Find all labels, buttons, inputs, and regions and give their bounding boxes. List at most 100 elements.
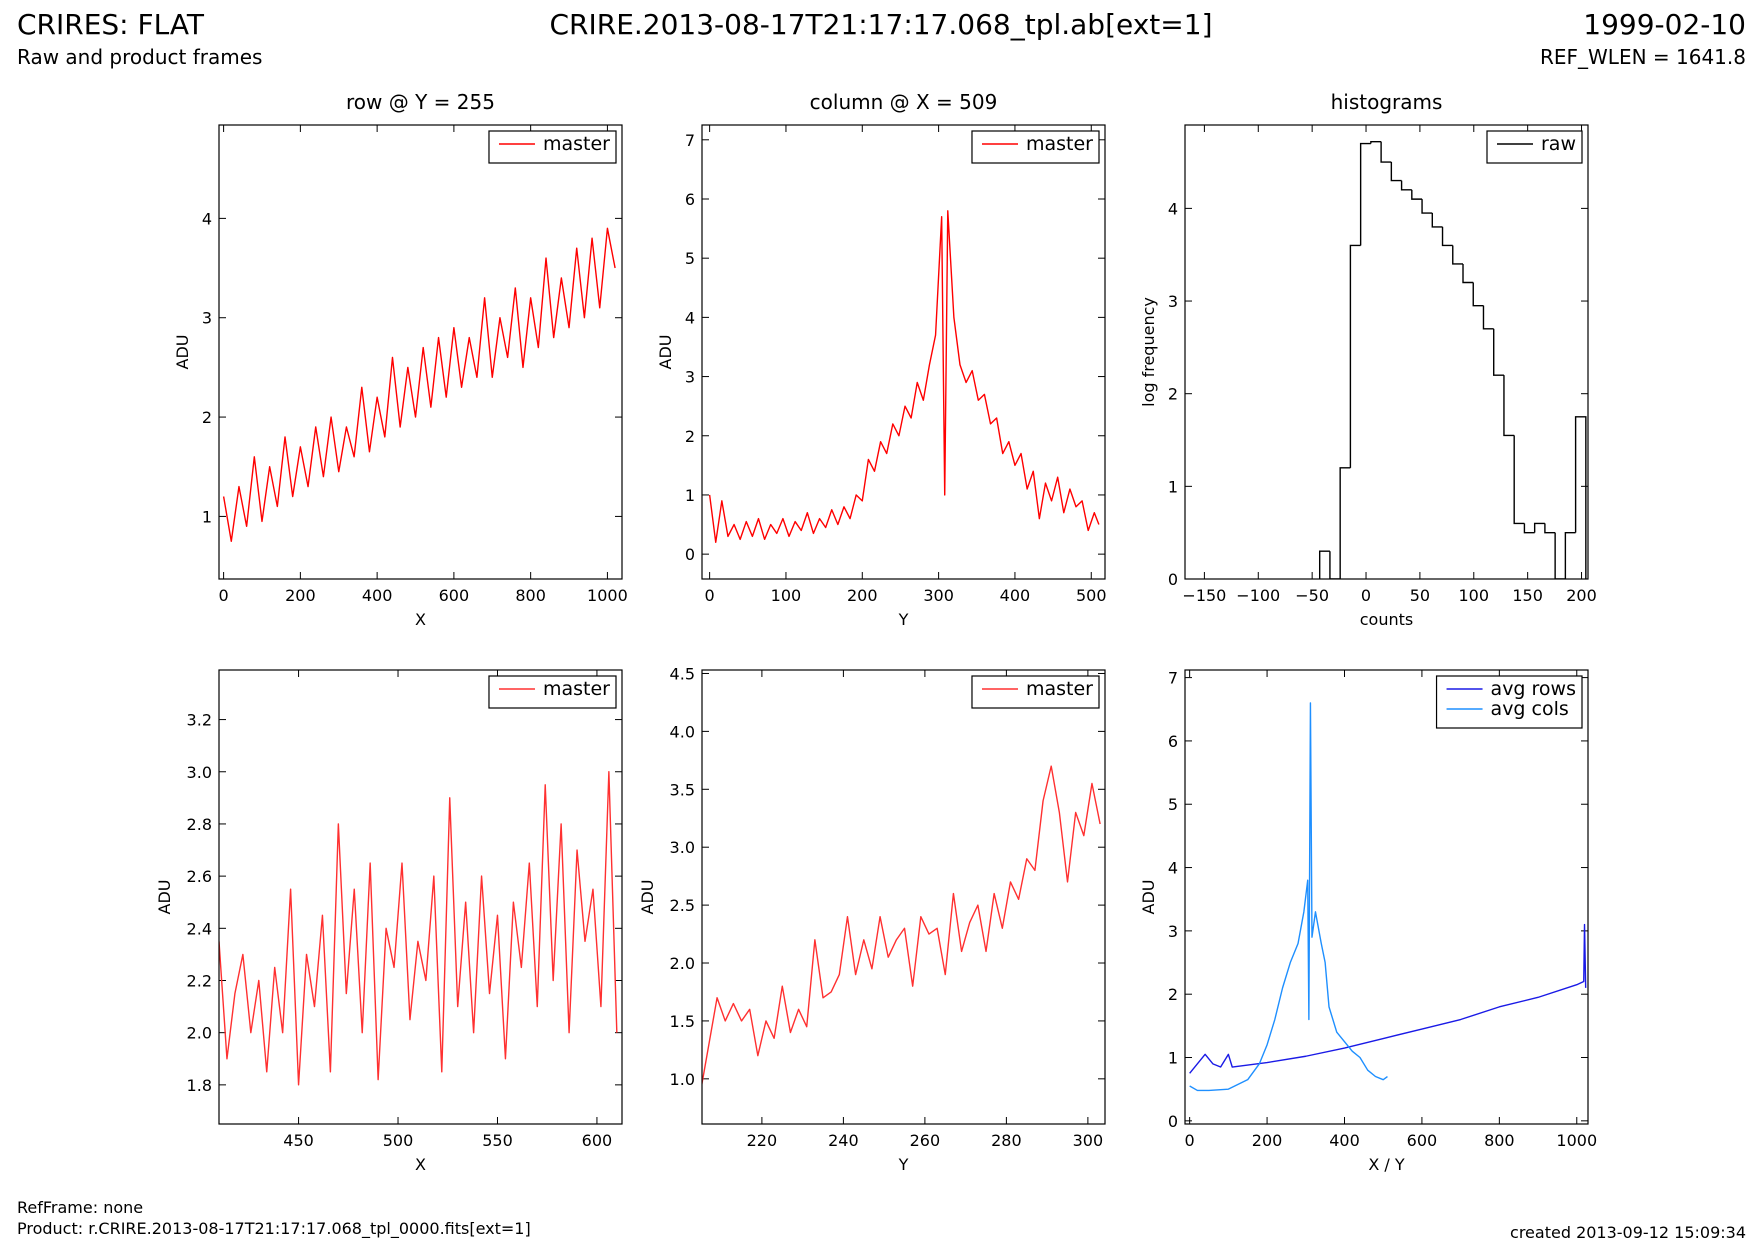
x-tick-label: 450 (283, 1131, 314, 1150)
y-tick-label: 3 (202, 309, 212, 328)
panel: 220 240 260 280 300 1.0 1.5 2.0 2.5 3.0 3.5 4.0 4.5 Y… (638, 664, 1106, 1174)
histogram-bin (1380, 141, 1392, 163)
histogram-bin (1533, 522, 1545, 533)
panel: histograms −150 −100 −50 0 50 100 150 200 0 1 2 3 4 co… (1139, 90, 1597, 629)
y-tick-label: 2.0 (187, 1024, 212, 1043)
y-tick-label: 1 (1168, 477, 1178, 496)
legend-box (1486, 130, 1583, 164)
panel-title: column @ X = 509 (810, 90, 998, 114)
histogram-bin (1421, 199, 1433, 214)
plot-area (1318, 140, 1587, 579)
footer-product: Product: r.CRIRE.2013-08-17T21:17:17.068… (17, 1219, 531, 1239)
histogram-bin (1544, 523, 1556, 534)
plot-area (702, 765, 1101, 1088)
y-axis-label: ADU (638, 880, 657, 915)
legend-label: avg cols (1491, 698, 1569, 720)
x-tick-label: 200 (1252, 1131, 1283, 1150)
x-tick-label: 400 (1000, 586, 1031, 605)
x-tick-label: 50 (1410, 586, 1430, 605)
y-tick-label: 7 (1168, 669, 1178, 688)
panel: 450 500 550 600 1.8 2.0 2.2 2.4 2.6 2.8 3.0 3.2 X ADU… (155, 669, 623, 1174)
footer-ref-frame: RefFrame: none (17, 1198, 143, 1217)
x-tick-label: 0 (219, 586, 229, 605)
x-tick-label: 550 (482, 1131, 513, 1150)
data-line (708, 210, 1100, 543)
x-tick-label: 260 (910, 1131, 941, 1150)
header-subtitle-left: Raw and product frames (17, 45, 262, 69)
panel-title: row @ Y = 255 (346, 90, 495, 114)
histogram-bin (1339, 467, 1351, 579)
y-tick-label: 1 (685, 486, 695, 505)
x-axis-label: X (415, 610, 426, 629)
legend: master (488, 130, 617, 164)
plot-area (219, 771, 618, 1086)
histogram-bin (1503, 375, 1515, 437)
header-subtitle-right: REF_WLEN = 1641.8 (1540, 45, 1746, 69)
legend-box (488, 130, 617, 164)
histogram-bin (1359, 142, 1371, 246)
panel: row @ Y = 255 0 200 400 600 800 1000 1 2 3 4 X ADU ma… (173, 90, 628, 629)
x-tick-label: 220 (747, 1131, 778, 1150)
histogram-bin (1349, 244, 1361, 468)
x-tick-label: 280 (991, 1131, 1022, 1150)
panel: column @ X = 509 0 100 200 300 400 500 0 1 2 3 4 5 6 7… (656, 90, 1107, 629)
header-title-left: CRIRES: FLAT (17, 8, 205, 41)
legend-label: master (1026, 133, 1093, 155)
x-tick-label: 100 (1459, 586, 1490, 605)
y-tick-label: 3.2 (187, 711, 212, 730)
legend-box (1435, 675, 1583, 729)
legend-box (971, 675, 1100, 709)
y-tick-label: 2 (685, 427, 695, 446)
histogram-bin (1564, 531, 1576, 579)
histogram-bin (1472, 282, 1484, 307)
y-tick-label: 2.4 (187, 919, 212, 938)
y-tick-label: 1.8 (187, 1076, 212, 1095)
y-tick-label: 5 (685, 249, 695, 268)
legend: master (488, 675, 617, 709)
data-line (1189, 923, 1587, 1074)
y-tick-label: 3 (1168, 292, 1178, 311)
x-tick-label: 300 (923, 586, 954, 605)
x-tick-label: 500 (1076, 586, 1107, 605)
x-tick-label: 400 (1329, 1131, 1360, 1150)
legend-box (488, 675, 617, 709)
x-tick-label: 1000 (587, 586, 628, 605)
histogram-bin (1554, 532, 1566, 579)
x-tick-label: −50 (1295, 586, 1329, 605)
y-tick-label: 1.0 (670, 1070, 695, 1089)
y-tick-label: 0 (1168, 1112, 1178, 1131)
y-axis-label: ADU (155, 880, 174, 915)
y-axis-label: ADU (173, 335, 192, 370)
axes-frame (218, 124, 623, 580)
x-axis-label: counts (1360, 610, 1413, 629)
x-tick-label: 200 (1566, 586, 1597, 605)
data-line (1189, 702, 1388, 1092)
x-axis-label: Y (898, 610, 909, 629)
y-tick-label: 2.2 (187, 971, 212, 990)
y-tick-label: 7 (685, 131, 695, 150)
histogram-bin (1513, 435, 1525, 525)
y-tick-label: 2 (1168, 985, 1178, 1004)
y-tick-label: 2.5 (670, 896, 695, 915)
x-tick-label: 600 (1407, 1131, 1438, 1150)
x-tick-label: 800 (1484, 1131, 1515, 1150)
panel: 0 200 400 600 800 1000 0 1 2 3 4 5 6 7 X / Y ADU avg row… (1139, 669, 1597, 1174)
x-tick-label: −150 (1182, 586, 1226, 605)
histogram-bin (1318, 550, 1330, 579)
y-tick-label: 2 (1168, 385, 1178, 404)
x-tick-label: 0 (1185, 1131, 1195, 1150)
x-tick-label: 0 (705, 586, 715, 605)
histogram-bin (1452, 245, 1464, 265)
plot-area (222, 227, 616, 542)
y-tick-label: 4 (202, 209, 212, 228)
y-tick-label: 3 (685, 368, 695, 387)
x-axis-label: X / Y (1368, 1155, 1405, 1174)
x-tick-label: 1000 (1556, 1131, 1597, 1150)
legend-label: avg rows (1491, 678, 1576, 700)
x-tick-label: −100 (1236, 586, 1280, 605)
legend-label: master (543, 133, 610, 155)
y-tick-label: 2.6 (187, 867, 212, 886)
y-axis-label: ADU (656, 335, 675, 370)
